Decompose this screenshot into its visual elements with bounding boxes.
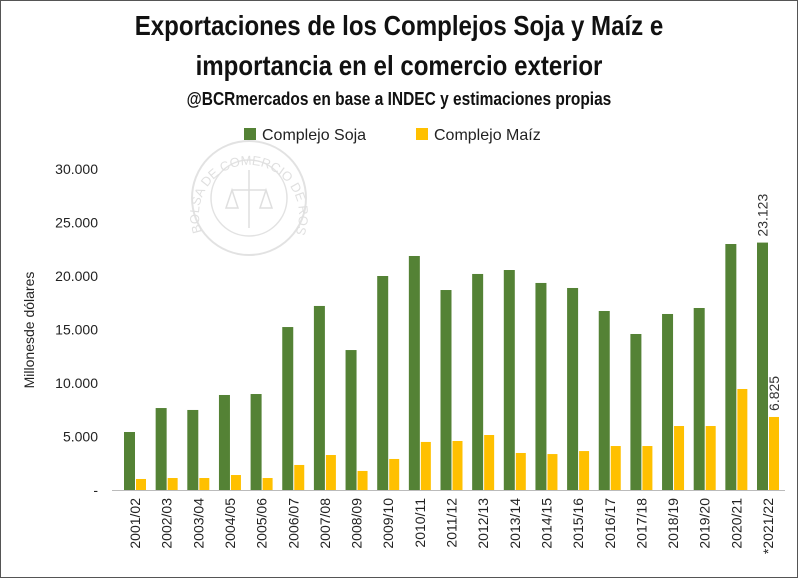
y-tick-label: 30.000 bbox=[55, 161, 98, 177]
bar-soja bbox=[187, 409, 199, 490]
x-tick-label: 2011/12 bbox=[444, 498, 460, 548]
x-tick-label: 2012/13 bbox=[475, 498, 491, 549]
bar-maiz bbox=[325, 455, 336, 490]
bar-maiz bbox=[484, 435, 495, 490]
bar-maiz bbox=[294, 464, 305, 490]
y-tick-label: - bbox=[93, 482, 98, 498]
bar-soja bbox=[124, 432, 135, 490]
bar-soja bbox=[693, 307, 705, 490]
x-tick-label: 2003/04 bbox=[190, 498, 206, 549]
bar-maiz bbox=[357, 470, 368, 490]
x-tick-label: *2021/22 bbox=[760, 498, 776, 554]
legend-label-0: Complejo Soja bbox=[262, 127, 366, 144]
bar-maiz bbox=[515, 452, 526, 490]
y-tick-label: 20.000 bbox=[55, 268, 98, 284]
legend-label-1: Complejo Maíz bbox=[434, 127, 541, 144]
bar-maiz bbox=[642, 446, 653, 490]
svg-text:BOLSA DE COMERCIO DE ROSARIO: BOLSA DE COMERCIO DE ROSARIO bbox=[0, 0, 311, 237]
bar-maiz bbox=[420, 441, 431, 490]
bar-soja bbox=[535, 282, 547, 490]
bar-maiz bbox=[136, 478, 146, 490]
bar-maiz bbox=[610, 446, 621, 490]
bar-maiz bbox=[769, 416, 779, 490]
bar-maiz bbox=[579, 451, 590, 490]
bar-maiz bbox=[705, 426, 716, 490]
bar-soja bbox=[345, 350, 357, 490]
x-tick-label: 2017/18 bbox=[633, 498, 649, 549]
bar-soja bbox=[250, 394, 262, 490]
x-tick-label: 2008/09 bbox=[349, 498, 365, 549]
y-tick-label: 10.000 bbox=[55, 375, 98, 391]
chart-subtitle: @BCRmercados en base a INDEC y estimacio… bbox=[186, 89, 612, 109]
bar-maiz bbox=[262, 478, 273, 490]
bar-soja bbox=[567, 287, 579, 490]
bar-soja bbox=[472, 273, 484, 490]
y-axis: - 5.000 10.000 15.000 20.000 25.000 30.000 bbox=[55, 161, 98, 498]
legend-swatch-1 bbox=[416, 128, 428, 140]
bar-soja bbox=[630, 333, 642, 490]
bar-soja bbox=[662, 313, 674, 490]
bar-maiz bbox=[452, 440, 463, 490]
bar-maiz bbox=[547, 454, 558, 490]
bar-maiz bbox=[389, 458, 400, 490]
y-tick-label: 25.000 bbox=[55, 215, 98, 231]
bar-maiz bbox=[230, 475, 241, 490]
x-axis: 2001/02 2002/03 2003/04 2004/05 2005/06 2006/… bbox=[112, 490, 785, 554]
y-axis-title: Millonesde dólares bbox=[21, 272, 37, 389]
x-tick-label: 2002/03 bbox=[159, 498, 175, 549]
bar-soja bbox=[313, 305, 325, 490]
x-tick-label: 2014/15 bbox=[538, 498, 554, 549]
x-tick-label: 2005/06 bbox=[254, 498, 270, 549]
x-tick-label: 2019/20 bbox=[697, 498, 713, 549]
x-tick-label: 2013/14 bbox=[507, 498, 523, 549]
x-tick-label: 2006/07 bbox=[285, 498, 301, 549]
x-tick-label: 2007/08 bbox=[317, 498, 333, 549]
chart-title: Exportaciones de los Complejos Soja y Ma… bbox=[134, 10, 664, 41]
bar-soja bbox=[377, 276, 389, 490]
x-tick-label: 2010/11 bbox=[412, 498, 428, 548]
chart-title-line2: importancia en el comercio exterior bbox=[195, 50, 603, 81]
bars bbox=[124, 242, 779, 490]
legend: Complejo Soja Complejo Maíz bbox=[244, 127, 541, 144]
y-tick-label: 5.000 bbox=[63, 429, 98, 445]
y-tick-label: 15.000 bbox=[55, 322, 98, 338]
bar-soja bbox=[598, 310, 610, 490]
x-tick-label: 2020/21 bbox=[728, 498, 744, 549]
x-tick-label: 2015/16 bbox=[570, 498, 586, 549]
bar-maiz bbox=[167, 478, 178, 490]
bar-soja bbox=[218, 394, 230, 490]
data-labels: 23.123 6.825 bbox=[755, 194, 783, 411]
data-label: 6.825 bbox=[766, 376, 782, 411]
x-tick-label: 2001/02 bbox=[127, 498, 143, 549]
x-tick-label: 2018/19 bbox=[665, 498, 681, 549]
bar-soja bbox=[282, 327, 294, 490]
bar-maiz bbox=[674, 426, 685, 490]
data-label: 23.123 bbox=[755, 194, 771, 237]
bar-soja bbox=[440, 290, 452, 490]
bar-soja bbox=[408, 255, 420, 490]
bar-soja bbox=[725, 244, 737, 490]
legend-swatch-0 bbox=[244, 128, 256, 140]
bar-soja bbox=[503, 270, 515, 490]
bar-maiz bbox=[199, 478, 210, 490]
bar-maiz bbox=[737, 388, 748, 490]
x-tick-label: 2009/10 bbox=[380, 498, 396, 549]
bar-soja bbox=[155, 408, 167, 490]
x-tick-label: 2016/17 bbox=[602, 498, 618, 549]
bar-soja bbox=[757, 242, 768, 490]
x-tick-label: 2004/05 bbox=[222, 498, 238, 549]
